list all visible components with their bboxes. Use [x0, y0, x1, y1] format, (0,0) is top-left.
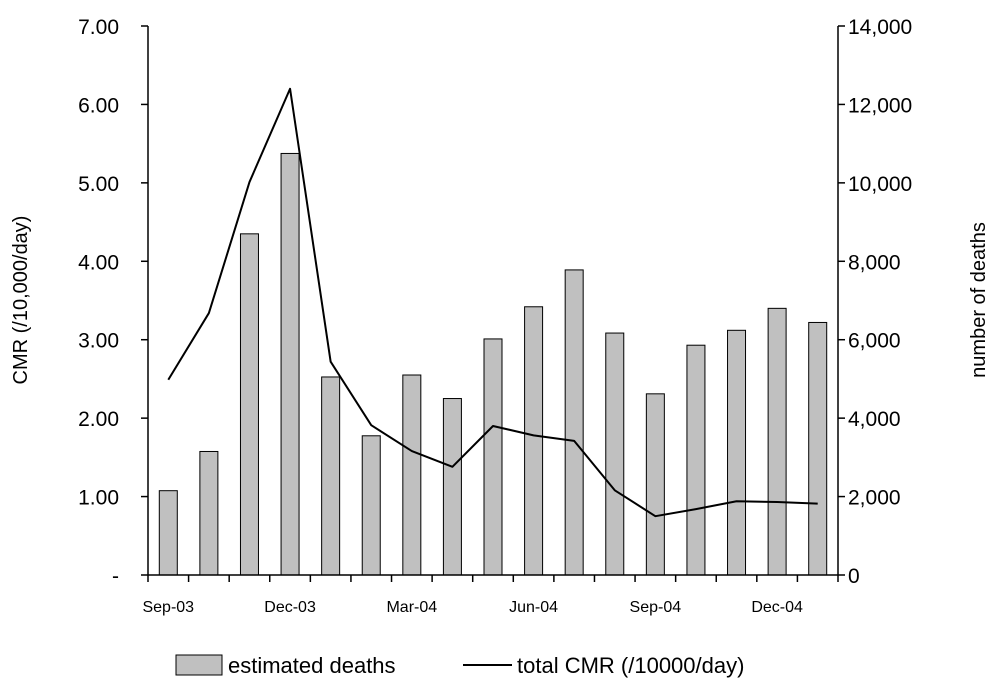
bar	[645, 393, 665, 576]
cmr-line	[167, 87, 818, 518]
y-left-tick-label: 1.00	[78, 487, 119, 510]
y-right-tick-label: 4,000	[848, 408, 901, 431]
bars-layer	[158, 152, 828, 576]
y-right-tick-label: 2,000	[848, 487, 901, 510]
y-left-tick-label: 5.00	[78, 173, 119, 196]
y-right-tick-label: 0	[848, 565, 860, 588]
y-left-tick-label: 3.00	[78, 330, 119, 353]
bar	[564, 269, 584, 576]
bar	[727, 329, 747, 576]
bar	[605, 332, 625, 576]
bar	[361, 435, 381, 576]
y-right-tick-label: 8,000	[848, 251, 901, 274]
ticks-layer: - 1.00 2.00 3.00 4.00 5.00 6.00 7.00 0 2,000 4,000…	[78, 16, 912, 616]
bar	[483, 338, 503, 576]
bar	[686, 344, 706, 576]
bar	[321, 376, 341, 576]
x-tick-label: Dec-04	[751, 599, 803, 616]
bar	[808, 321, 828, 576]
bar	[524, 306, 544, 576]
y-left-tick-label: 4.00	[78, 251, 119, 274]
y-right-tick-label: 10,000	[848, 173, 912, 196]
y-left-tick-label: 2.00	[78, 408, 119, 431]
y-right-tick-label: 6,000	[848, 330, 901, 353]
bar	[280, 152, 300, 576]
bar	[402, 374, 422, 576]
y-right-axis-title: number of deaths	[968, 222, 990, 378]
x-tick-label: Jun-04	[509, 599, 558, 616]
axes-layer	[147, 26, 839, 576]
y-left-tick-label: 7.00	[78, 16, 119, 39]
legend-line-label: total CMR (/10000/day)	[517, 653, 744, 678]
y-left-tick-label: 6.00	[78, 94, 119, 117]
y-right-tick-label: 14,000	[848, 16, 912, 39]
x-tick-label: Sep-03	[142, 599, 194, 616]
y-left-axis-title: CMR (/10,000/day)	[10, 216, 32, 385]
bar	[442, 398, 462, 576]
legend: estimated deaths total CMR (/10000/day)	[175, 653, 744, 678]
cmr-line-layer	[167, 87, 818, 518]
bar	[158, 490, 178, 576]
y-right-tick-label: 12,000	[848, 94, 912, 117]
bar	[199, 450, 219, 576]
x-tick-label: Sep-04	[630, 599, 682, 616]
bar	[767, 307, 787, 576]
y-left-tick-label: -	[112, 565, 119, 588]
x-tick-label: Dec-03	[264, 599, 316, 616]
bar	[239, 233, 259, 576]
legend-bar-label: estimated deaths	[228, 653, 396, 678]
x-tick-label: Mar-04	[386, 599, 437, 616]
legend-bar-swatch	[175, 654, 223, 676]
